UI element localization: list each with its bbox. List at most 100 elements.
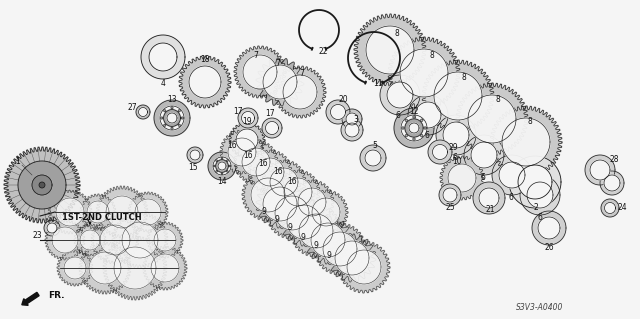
Polygon shape <box>87 201 109 223</box>
Polygon shape <box>80 194 116 230</box>
Polygon shape <box>326 100 350 124</box>
Polygon shape <box>114 247 156 289</box>
Polygon shape <box>103 236 167 300</box>
Text: 17: 17 <box>265 108 275 117</box>
Polygon shape <box>360 145 386 171</box>
Circle shape <box>229 165 230 167</box>
Circle shape <box>178 110 180 112</box>
Text: 1: 1 <box>15 158 20 167</box>
Text: 16: 16 <box>227 142 237 151</box>
Text: 15: 15 <box>188 162 198 172</box>
Polygon shape <box>4 147 80 223</box>
Polygon shape <box>256 180 304 228</box>
Polygon shape <box>585 155 615 185</box>
Polygon shape <box>328 234 376 282</box>
Polygon shape <box>52 227 78 253</box>
Polygon shape <box>456 83 528 155</box>
Polygon shape <box>251 178 285 212</box>
Text: 11: 11 <box>373 79 383 88</box>
Polygon shape <box>179 56 231 108</box>
Text: 6: 6 <box>538 213 543 222</box>
Circle shape <box>420 135 423 137</box>
Polygon shape <box>394 108 434 148</box>
Text: 17: 17 <box>233 108 243 116</box>
Polygon shape <box>143 246 187 290</box>
Polygon shape <box>287 205 321 239</box>
Polygon shape <box>405 119 423 137</box>
Polygon shape <box>48 190 92 234</box>
Polygon shape <box>520 175 560 215</box>
Polygon shape <box>380 75 420 115</box>
Circle shape <box>164 110 166 112</box>
Polygon shape <box>57 250 93 286</box>
Text: 24: 24 <box>617 204 627 212</box>
Text: 9: 9 <box>275 214 280 224</box>
Polygon shape <box>341 119 363 141</box>
Polygon shape <box>228 138 256 166</box>
Polygon shape <box>44 220 60 236</box>
Polygon shape <box>499 162 525 188</box>
Polygon shape <box>74 224 106 256</box>
Polygon shape <box>527 182 553 208</box>
Text: 16: 16 <box>258 159 268 167</box>
Circle shape <box>171 127 173 129</box>
Polygon shape <box>464 135 504 175</box>
Text: S3V3-A0400: S3V3-A0400 <box>516 302 563 311</box>
Polygon shape <box>164 110 180 126</box>
Polygon shape <box>242 148 270 176</box>
Circle shape <box>39 182 45 188</box>
Polygon shape <box>604 175 620 191</box>
Circle shape <box>164 124 166 126</box>
Polygon shape <box>422 60 494 132</box>
Polygon shape <box>311 223 345 257</box>
Polygon shape <box>160 106 184 130</box>
Polygon shape <box>433 145 447 160</box>
Polygon shape <box>234 140 278 184</box>
Polygon shape <box>330 105 346 120</box>
Text: 26: 26 <box>544 243 554 253</box>
Text: FR.: FR. <box>48 291 65 300</box>
Polygon shape <box>509 156 561 208</box>
Polygon shape <box>401 115 427 141</box>
FancyArrow shape <box>22 292 39 305</box>
Text: 9: 9 <box>326 250 332 259</box>
Polygon shape <box>218 162 226 170</box>
Polygon shape <box>346 113 358 125</box>
Polygon shape <box>502 118 550 166</box>
Polygon shape <box>262 118 282 138</box>
Text: 9: 9 <box>287 224 292 233</box>
Polygon shape <box>275 196 309 230</box>
Text: 18: 18 <box>200 56 210 64</box>
Polygon shape <box>304 190 348 234</box>
Text: 8: 8 <box>461 73 467 83</box>
Polygon shape <box>167 113 177 123</box>
Polygon shape <box>248 150 292 194</box>
Polygon shape <box>266 187 318 239</box>
Circle shape <box>221 158 223 159</box>
Polygon shape <box>280 198 328 246</box>
Polygon shape <box>213 157 231 175</box>
Polygon shape <box>122 222 158 258</box>
Polygon shape <box>283 75 317 109</box>
Polygon shape <box>45 220 85 260</box>
Polygon shape <box>56 198 84 226</box>
Text: 8: 8 <box>429 51 435 61</box>
Polygon shape <box>409 123 419 133</box>
Polygon shape <box>91 216 139 264</box>
Polygon shape <box>304 216 352 264</box>
Text: 9: 9 <box>314 241 319 250</box>
Circle shape <box>405 119 407 121</box>
Polygon shape <box>473 182 505 214</box>
Circle shape <box>216 171 218 172</box>
Text: 21: 21 <box>485 205 495 214</box>
Circle shape <box>214 165 215 167</box>
Text: 3: 3 <box>353 115 358 123</box>
Text: 8: 8 <box>495 95 500 105</box>
Text: 7: 7 <box>253 50 259 60</box>
Polygon shape <box>471 142 497 168</box>
Polygon shape <box>354 14 426 86</box>
Polygon shape <box>96 186 148 238</box>
Polygon shape <box>238 108 258 128</box>
Polygon shape <box>492 155 532 195</box>
Polygon shape <box>154 229 176 251</box>
